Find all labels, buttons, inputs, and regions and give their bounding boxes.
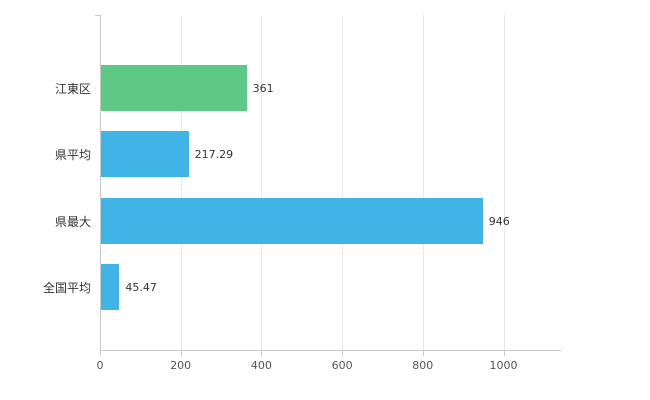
bar-value-label: 946 [488,214,510,228]
x-tick-label: 400 [250,359,272,372]
gridline [342,15,344,350]
x-tick-label: 200 [170,359,192,372]
bar-value-label: 217.29 [194,148,234,161]
x-tick-label: 1000 [489,359,518,372]
x-axis-tick [422,351,424,356]
bar-value-label: 361 [252,81,274,95]
plot-area [100,15,561,351]
gridline [180,15,182,350]
y-axis-tick [95,15,100,16]
category-label: 江東区 [54,81,91,96]
bar [101,64,247,111]
bar [101,197,483,244]
category-label: 県平均 [54,148,91,162]
bar [101,131,189,177]
category-label: 全国平均 [42,281,91,295]
bar [101,264,120,310]
x-tick-label: 0 [96,359,104,372]
x-axis-tick [261,351,263,356]
gridline [503,15,505,350]
x-tick-label: 800 [412,359,434,372]
x-axis-tick [180,351,182,356]
gridline [261,15,263,350]
x-tick-label: 600 [331,359,353,372]
gridline [422,15,424,350]
x-axis-tick [342,351,344,356]
x-axis-tick [503,351,505,356]
x-axis-tick [100,351,101,356]
category-label: 県最大 [54,214,91,229]
bar-value-label: 45.47 [125,281,157,294]
